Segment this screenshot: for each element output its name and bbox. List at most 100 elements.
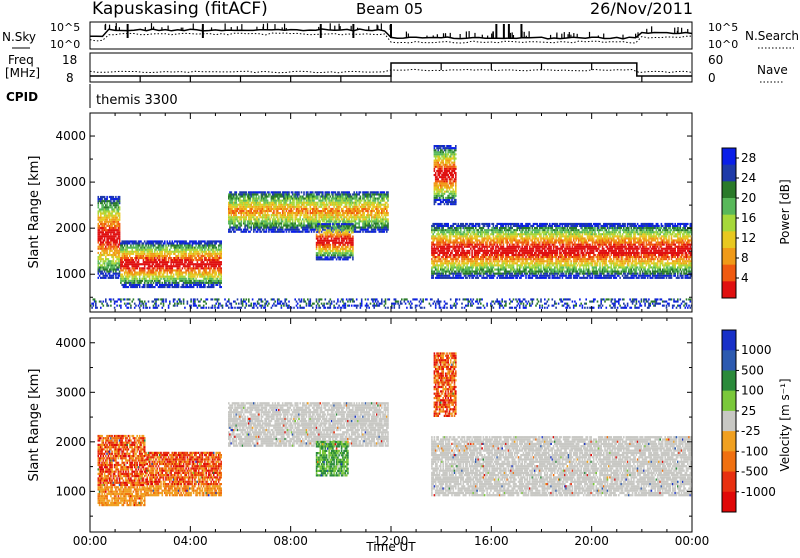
scatter-cell: [243, 210, 245, 212]
scatter-cell: [163, 267, 165, 269]
scatter-cell: [170, 247, 172, 249]
scatter-cell: [173, 242, 175, 244]
scatter-cell: [199, 269, 201, 271]
scatter-cell: [439, 227, 441, 229]
scatter-cell: [439, 254, 441, 256]
scatter-cell: [284, 212, 286, 214]
scatter-cell: [321, 238, 323, 240]
scatter-cell: [267, 212, 269, 214]
scatter-cell: [231, 214, 233, 216]
scatter-cell: [307, 208, 309, 210]
scatter-cell: [367, 191, 369, 193]
scatter-cell: [287, 208, 289, 210]
scatter-cell: [320, 227, 322, 229]
scatter-cell: [273, 210, 275, 212]
scatter-cell: [134, 280, 136, 282]
scatter-cell: [312, 191, 314, 193]
scatter-cell: [328, 198, 330, 200]
scatter-cell: [220, 255, 222, 257]
scatter-cell: [371, 196, 373, 198]
scatter-cell: [336, 258, 338, 260]
scatter-cell: [284, 206, 286, 208]
scatter-cell: [202, 265, 204, 267]
scatter-cell: [327, 196, 329, 198]
scatter-cell: [352, 252, 354, 254]
scatter-cell: [387, 200, 389, 202]
scatter-cell: [289, 220, 291, 222]
scatter-cell: [293, 204, 295, 206]
scatter-cell: [262, 196, 264, 198]
scatter-cell: [365, 227, 367, 229]
scatter-cell: [431, 246, 433, 248]
scatter-cell: [246, 216, 248, 218]
scatter-cell: [352, 223, 354, 225]
scatter-cell: [318, 231, 320, 233]
scatter-cell: [360, 212, 362, 214]
scatter-cell: [303, 220, 305, 222]
scatter-cell: [213, 284, 215, 286]
scatter-cell: [118, 246, 120, 248]
scatter-cell: [303, 200, 305, 202]
scatter-cell: [220, 276, 222, 278]
scatter-cell: [441, 223, 443, 225]
scatter-cell: [340, 244, 342, 246]
scatter-cell: [332, 223, 334, 225]
scatter-cell: [106, 269, 108, 271]
scatter-cell: [302, 231, 304, 233]
scatter-cell: [98, 204, 100, 206]
scatter-cell: [172, 240, 174, 242]
scatter-cell: [277, 227, 279, 229]
scatter-cell: [385, 222, 387, 224]
scatter-cell: [288, 191, 290, 193]
scatter-cell: [387, 193, 389, 195]
scatter-cell: [98, 213, 100, 215]
scatter-cell: [328, 242, 330, 244]
scatter-cell: [213, 286, 215, 288]
scatter-cell: [128, 265, 130, 267]
scatter-cell: [220, 272, 222, 274]
scatter-cell: [322, 236, 324, 238]
scatter-cell: [341, 256, 343, 258]
scatter-cell: [350, 206, 352, 208]
scatter-cell: [352, 246, 354, 248]
scatter-cell: [384, 200, 386, 202]
scatter-cell: [332, 236, 334, 238]
scatter-cell: [338, 218, 340, 220]
cpid-label: CPID: [6, 90, 38, 104]
scatter-cell: [113, 258, 115, 260]
scatter-cell: [266, 229, 268, 231]
scatter-cell: [114, 231, 116, 233]
scatter-cell: [355, 229, 357, 231]
scatter-cell: [177, 242, 179, 244]
scatter-cell: [145, 245, 147, 247]
scatter-cell: [371, 227, 373, 229]
scatter-cell: [299, 216, 301, 218]
scatter-cell: [121, 259, 123, 261]
scatter-cell: [111, 206, 113, 208]
scatter-cell: [278, 225, 280, 227]
scatter-cell: [154, 257, 156, 259]
scatter-cell: [218, 247, 220, 249]
scatter-cell: [241, 214, 243, 216]
scatter-cell: [123, 276, 125, 278]
scatter-cell: [133, 245, 135, 247]
scatter-cell: [104, 264, 106, 266]
date-title: 26/Nov/2011: [590, 0, 693, 18]
scatter-cell: [185, 240, 187, 242]
scatter-cell: [296, 216, 298, 218]
scatter-cell: [449, 275, 451, 277]
scatter-cell: [103, 246, 105, 248]
scatter-cell: [387, 206, 389, 208]
scatter-cell: [109, 273, 111, 275]
scatter-cell: [435, 250, 437, 252]
scatter-cell: [356, 198, 358, 200]
scatter-cell: [246, 208, 248, 210]
scatter-cell: [113, 260, 115, 262]
scatter-cell: [108, 239, 110, 241]
scatter-cell: [143, 259, 145, 261]
scatter-cell: [320, 220, 322, 222]
scatter-cell: [98, 206, 100, 208]
scatter-cell: [335, 191, 337, 193]
scatter-cell: [434, 262, 436, 264]
scatter-cell: [346, 240, 348, 242]
